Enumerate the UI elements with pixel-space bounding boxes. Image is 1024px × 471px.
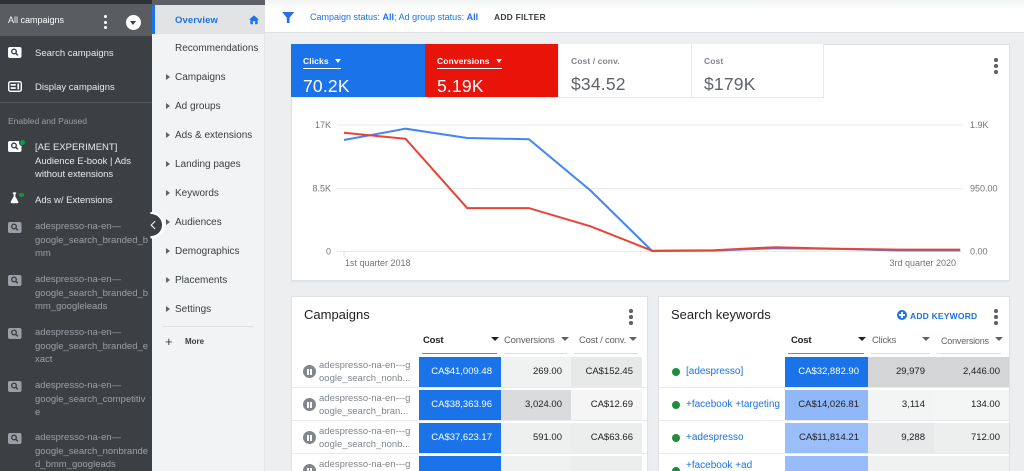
svg-text:1st quarter 2018: 1st quarter 2018 (345, 258, 411, 268)
svg-text:950.00: 950.00 (970, 184, 998, 194)
svg-text:1.9K: 1.9K (970, 120, 989, 130)
svg-text:0.00: 0.00 (970, 247, 988, 257)
svg-text:17K: 17K (315, 120, 331, 130)
svg-text:3rd quarter 2020: 3rd quarter 2020 (889, 258, 956, 268)
svg-text:0: 0 (326, 247, 331, 257)
svg-text:8.5K: 8.5K (312, 184, 331, 194)
